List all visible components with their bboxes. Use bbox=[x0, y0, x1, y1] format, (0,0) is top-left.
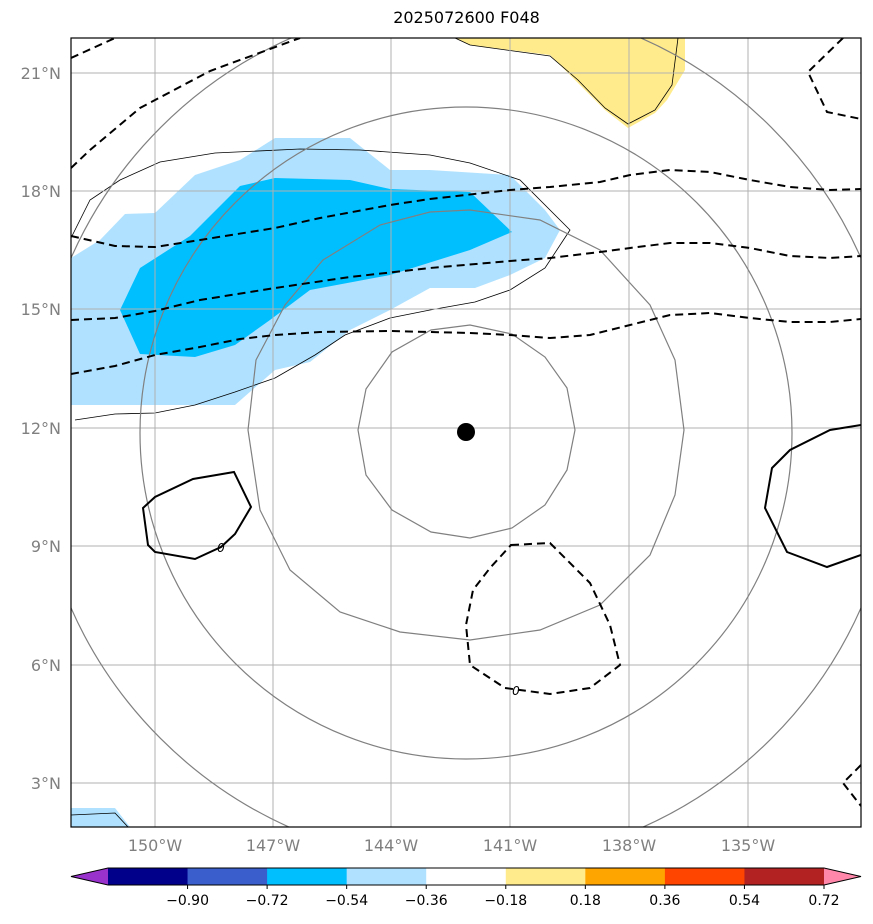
colorbar-outline bbox=[70, 867, 862, 886]
contour-solid-east bbox=[763, 424, 861, 569]
contour-dashed-1 bbox=[71, 38, 116, 59]
colorbar-segment bbox=[426, 868, 507, 885]
colorbar-tick-label: −0.90 bbox=[166, 893, 209, 909]
contour-dashed-5 bbox=[71, 311, 861, 375]
gridlines bbox=[71, 38, 861, 827]
lat-labels: 21°N 18°N 15°N 12°N 9°N 6°N 3°N bbox=[21, 64, 61, 793]
colorbar-segment bbox=[267, 868, 348, 885]
lon-label: 150°W bbox=[128, 836, 183, 855]
colorbar-tick-label: −0.36 bbox=[405, 893, 448, 909]
shade-outlines bbox=[71, 38, 679, 827]
colorbar-tick-label: −0.72 bbox=[246, 893, 289, 909]
colorbar-segment bbox=[187, 868, 268, 885]
outline-sw-region bbox=[71, 812, 129, 827]
map-title: 2025072600 F048 bbox=[393, 8, 540, 27]
colorbar-tick-label: −0.18 bbox=[484, 893, 527, 909]
storm-center-marker bbox=[457, 423, 475, 441]
colorbar-tick-label: 0.72 bbox=[808, 893, 839, 909]
contour-label-west: 0 bbox=[217, 541, 225, 555]
contour-dashed-2 bbox=[71, 38, 301, 169]
map-content: 0 0 bbox=[71, 38, 861, 827]
lat-label: 18°N bbox=[21, 182, 61, 201]
lon-label: 144°W bbox=[364, 836, 419, 855]
colorbar-segment bbox=[346, 868, 427, 885]
contour-dashed-se bbox=[841, 764, 861, 807]
colorbar-segment bbox=[664, 868, 745, 885]
lat-label: 3°N bbox=[31, 774, 61, 793]
colorbar-tick-label: 0.54 bbox=[729, 893, 760, 909]
shade-yellow-ne bbox=[455, 38, 685, 128]
contour-solid-west bbox=[141, 470, 253, 561]
contours-dashed bbox=[71, 38, 861, 807]
lon-label: 147°W bbox=[246, 836, 301, 855]
lat-label: 9°N bbox=[31, 537, 61, 556]
range-ring-3 bbox=[139, 106, 793, 760]
colorbar: −0.90 −0.72 −0.54 −0.36 −0.18 0.18 0.36 0.54 0.7… bbox=[70, 867, 862, 909]
contour-dashed-south bbox=[464, 541, 622, 696]
lat-label: 21°N bbox=[21, 64, 61, 83]
contours-solid bbox=[141, 424, 861, 569]
contour-dashed-4 bbox=[71, 242, 861, 321]
lon-labels: 150°W 147°W 144°W 141°W 138°W 135°W bbox=[128, 836, 776, 855]
outline-blue-region bbox=[71, 148, 571, 421]
range-rings bbox=[71, 38, 861, 827]
colorbar-segment bbox=[585, 868, 666, 885]
colorbar-tick-label: 0.36 bbox=[649, 893, 680, 909]
contour-dashed-3 bbox=[71, 168, 861, 249]
range-ring-1 bbox=[357, 324, 576, 539]
outline-yellow-region bbox=[454, 38, 679, 125]
lat-label: 12°N bbox=[21, 419, 61, 438]
contour-label-south: 0 bbox=[512, 684, 520, 698]
colorbar-segment bbox=[505, 868, 586, 885]
contour-labels: 0 0 bbox=[217, 541, 520, 698]
colorbar-segment bbox=[108, 868, 189, 885]
lat-label: 15°N bbox=[21, 300, 61, 319]
lat-label: 6°N bbox=[31, 656, 61, 675]
colorbar-tick-label: −0.54 bbox=[325, 893, 368, 909]
map-frame bbox=[70, 37, 862, 828]
contour-dashed-ne bbox=[806, 38, 861, 120]
lon-label: 138°W bbox=[602, 836, 657, 855]
colorbar-tick-label: 0.18 bbox=[570, 893, 601, 909]
lon-label: 135°W bbox=[721, 836, 776, 855]
colorbar-segment bbox=[744, 868, 825, 885]
range-ring-2 bbox=[247, 209, 685, 641]
colorbar-extend-low bbox=[71, 868, 108, 885]
lon-label: 141°W bbox=[483, 836, 538, 855]
colorbar-extend-high bbox=[824, 868, 861, 885]
